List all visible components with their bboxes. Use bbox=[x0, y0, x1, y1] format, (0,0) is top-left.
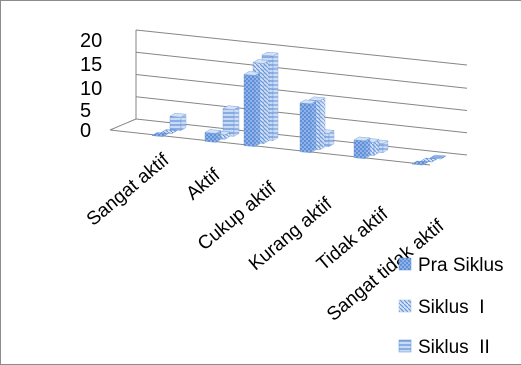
floor-bars bbox=[151, 129, 447, 166]
legend: Pra Siklus Siklus I Siklus II bbox=[398, 255, 504, 358]
y-tick-label: 20 bbox=[80, 30, 102, 52]
legend-item-siklus-1: Siklus I bbox=[398, 297, 485, 318]
legend-swatch-siklus-2 bbox=[398, 339, 412, 353]
gridline bbox=[135, 29, 468, 66]
bar-top bbox=[204, 129, 222, 134]
legend-item-siklus-2: Siklus II bbox=[398, 337, 490, 358]
y-tick-label: 0 bbox=[80, 120, 91, 142]
bar-top bbox=[308, 96, 326, 102]
bar-side bbox=[272, 52, 279, 141]
bar bbox=[169, 113, 187, 131]
bar-top bbox=[243, 71, 261, 76]
bar-floor-slab bbox=[151, 132, 169, 137]
bar-top bbox=[222, 105, 240, 110]
bar-side bbox=[263, 60, 270, 144]
floor-left-edge bbox=[109, 118, 137, 131]
bar bbox=[222, 105, 240, 137]
bar-side bbox=[254, 72, 261, 148]
bar-front bbox=[299, 102, 312, 154]
bar-front bbox=[353, 139, 366, 159]
category-label: Sangat aktif bbox=[83, 149, 174, 230]
bar-side bbox=[233, 106, 240, 137]
gridline bbox=[135, 74, 468, 111]
category-label: Aktif bbox=[182, 164, 224, 204]
bar bbox=[299, 99, 317, 154]
legend-label-pra-siklus: Pra Siklus bbox=[418, 255, 504, 276]
bar bbox=[204, 129, 222, 143]
y-tick-label: 15 bbox=[80, 54, 102, 76]
bar-side bbox=[310, 100, 317, 154]
bar-top bbox=[353, 136, 371, 142]
bar-floor-slab bbox=[411, 160, 429, 166]
bar bbox=[243, 71, 261, 148]
legend-label-siklus-2: Siklus II bbox=[418, 337, 490, 358]
bar-side bbox=[364, 137, 371, 160]
bar-front bbox=[243, 74, 256, 147]
bar-floor-slab bbox=[160, 129, 178, 134]
gridline bbox=[135, 51, 468, 89]
bar bbox=[353, 136, 371, 160]
y-tick-label: 5 bbox=[80, 100, 91, 122]
legend-item-pra-siklus: Pra Siklus bbox=[398, 255, 504, 276]
bar-floor-slab bbox=[429, 154, 447, 160]
bar-top bbox=[252, 59, 270, 64]
legend-swatch-siklus-1 bbox=[398, 299, 412, 313]
y-tick-label: 10 bbox=[80, 78, 102, 100]
legend-swatch-pra-siklus bbox=[398, 257, 412, 271]
legend-label-siklus-1: Siklus I bbox=[418, 297, 485, 318]
bar-front bbox=[169, 115, 182, 131]
bar-floor-slab bbox=[420, 157, 438, 163]
bar-front bbox=[204, 132, 217, 143]
bar-top bbox=[299, 99, 317, 105]
bar-top bbox=[169, 113, 187, 118]
bar-top bbox=[261, 51, 279, 57]
bars bbox=[169, 51, 389, 160]
bar-side bbox=[319, 97, 326, 151]
